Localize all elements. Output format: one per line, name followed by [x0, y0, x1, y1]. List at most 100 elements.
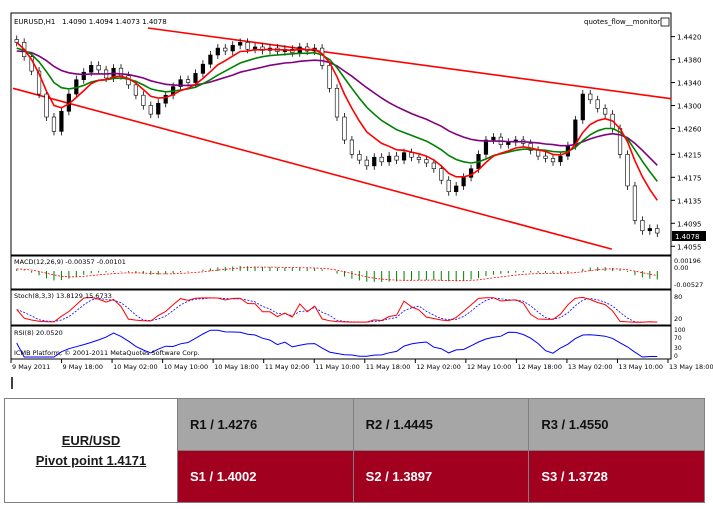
footer-label: ICMB Platform, © 2001-2011 MetaQuotes So…: [14, 349, 200, 357]
price-tick-label: 1.4135: [677, 197, 702, 205]
candle-body: [96, 65, 101, 71]
time-tick-label: 10 May 10:00: [164, 363, 209, 371]
candle-body: [439, 168, 444, 181]
ohlc-label: 1.4090 1.4094 1.4073 1.4078: [62, 18, 167, 26]
candle-body: [89, 65, 94, 73]
ma-mid-line: [16, 47, 658, 182]
r2-cell: R2 / 1.4445: [352, 398, 530, 451]
candle-body: [327, 65, 332, 89]
pivot-point-label: Pivot point 1.4171: [35, 452, 147, 468]
candle-body: [416, 156, 422, 160]
price-tick-label: 1.4055: [677, 243, 702, 251]
price-tick-label: 1.4095: [677, 220, 702, 228]
macd-tick-top: 0.00196: [674, 257, 701, 265]
s1-cell: S1 / 1.4002: [177, 450, 354, 503]
gear-icon[interactable]: [660, 17, 670, 27]
candle-body: [647, 228, 652, 232]
pair-label: EUR/USD: [61, 432, 121, 448]
time-tick-label: 9 May 2011: [12, 363, 50, 371]
candle-body: [387, 155, 392, 163]
candle-body: [320, 47, 325, 66]
candle-body: [424, 159, 429, 164]
r1-cell: R1 / 1.4276: [177, 398, 354, 451]
candle-body: [372, 156, 377, 167]
price-tick-label: 1.4300: [677, 103, 702, 111]
time-tick-label: 9 May 18:00: [63, 363, 103, 371]
candle-body: [446, 179, 451, 192]
ma-fast-line: [16, 41, 658, 201]
stoch-tick-20: 20: [674, 315, 682, 323]
ma-slow-line: [16, 50, 658, 166]
time-tick-label: 13 May 02:00: [568, 363, 613, 371]
time-tick-label: 13 May 10:00: [618, 363, 663, 371]
candle-body: [536, 150, 541, 157]
s3-cell: S3 / 1.3728: [528, 450, 705, 503]
current-price-label: 1.4078: [675, 233, 700, 241]
pivot-table: EUR/USD Pivot point 1.4171 R1 / 1.4276 R…: [4, 398, 705, 503]
candle-body: [133, 84, 138, 96]
current-price-box: [672, 231, 706, 241]
candle-body: [81, 71, 86, 80]
candle-body: [148, 105, 153, 115]
pivot-title-cell: EUR/USD Pivot point 1.4171: [4, 398, 178, 503]
s2-cell: S2 / 1.3897: [352, 450, 530, 503]
candle-body: [223, 47, 228, 52]
candle-body: [185, 79, 191, 83]
price-tick-label: 1.4215: [677, 151, 702, 159]
candle-body: [245, 42, 250, 50]
candle-body: [595, 99, 600, 109]
stoch-signal-line: [16, 297, 658, 323]
candle-body: [379, 156, 384, 163]
candle-body: [200, 63, 206, 74]
candle-body: [550, 158, 556, 163]
stoch-tick-80: 80: [674, 293, 682, 301]
candle-body: [543, 155, 548, 159]
rsi-tick-100: 100: [674, 327, 686, 334]
candle-body: [44, 93, 49, 118]
forex-chart: 1.4420 1.4380 1.4340 1.4300 1.4260 1.4215 1.41…: [10, 12, 713, 389]
candle-body: [357, 154, 362, 161]
time-tick-label: 11 May 02:00: [265, 363, 310, 371]
r3-cell: R3 / 1.4550: [528, 398, 705, 451]
macd-pane: [10, 255, 672, 290]
candle-body: [178, 79, 183, 87]
macd-signal-line: [16, 266, 658, 282]
candle-body: [603, 108, 608, 115]
stoch-main-line: [16, 296, 658, 323]
candle-body: [230, 44, 235, 52]
stoch-label: Stoch(8,3,3) 13.8129 15.6733: [14, 292, 112, 300]
candle-body: [491, 136, 496, 141]
candle-body: [349, 139, 354, 155]
channel-lower-line: [12, 87, 612, 250]
price-tick-label: 1.4175: [677, 174, 702, 182]
candle-body: [409, 152, 414, 158]
candle-body: [36, 70, 42, 95]
candle-body: [625, 154, 630, 187]
candle-body: [528, 143, 533, 151]
candle-body: [215, 47, 220, 56]
time-tick-label: 11 May 18:00: [366, 363, 411, 371]
candle-body: [655, 228, 660, 234]
candle-body: [252, 46, 258, 50]
rsi-pane: [10, 325, 672, 360]
rsi-tick-70: 70: [674, 335, 682, 342]
time-tick-label: 12 May 18:00: [517, 363, 562, 371]
candle-body: [51, 116, 57, 132]
candle-body: [632, 185, 638, 221]
candle-body: [364, 159, 369, 167]
candle-body: [334, 88, 340, 118]
candle-body: [461, 177, 466, 187]
price-pane: [10, 12, 672, 256]
candle-body: [588, 93, 593, 101]
indicator-label: quotes_flow__monitor2: [584, 18, 665, 26]
candle-body: [141, 94, 146, 106]
stoch-pane: [10, 289, 672, 326]
candle-body: [558, 155, 563, 163]
candle-body: [342, 116, 347, 141]
rsi-tick-0: 0: [674, 353, 678, 360]
time-tick-label: 10 May 02:00: [113, 363, 158, 371]
price-tick-label: 1.4420: [677, 34, 702, 42]
candle-body: [156, 102, 161, 115]
candle-body: [238, 42, 243, 46]
candle-body: [59, 110, 64, 132]
